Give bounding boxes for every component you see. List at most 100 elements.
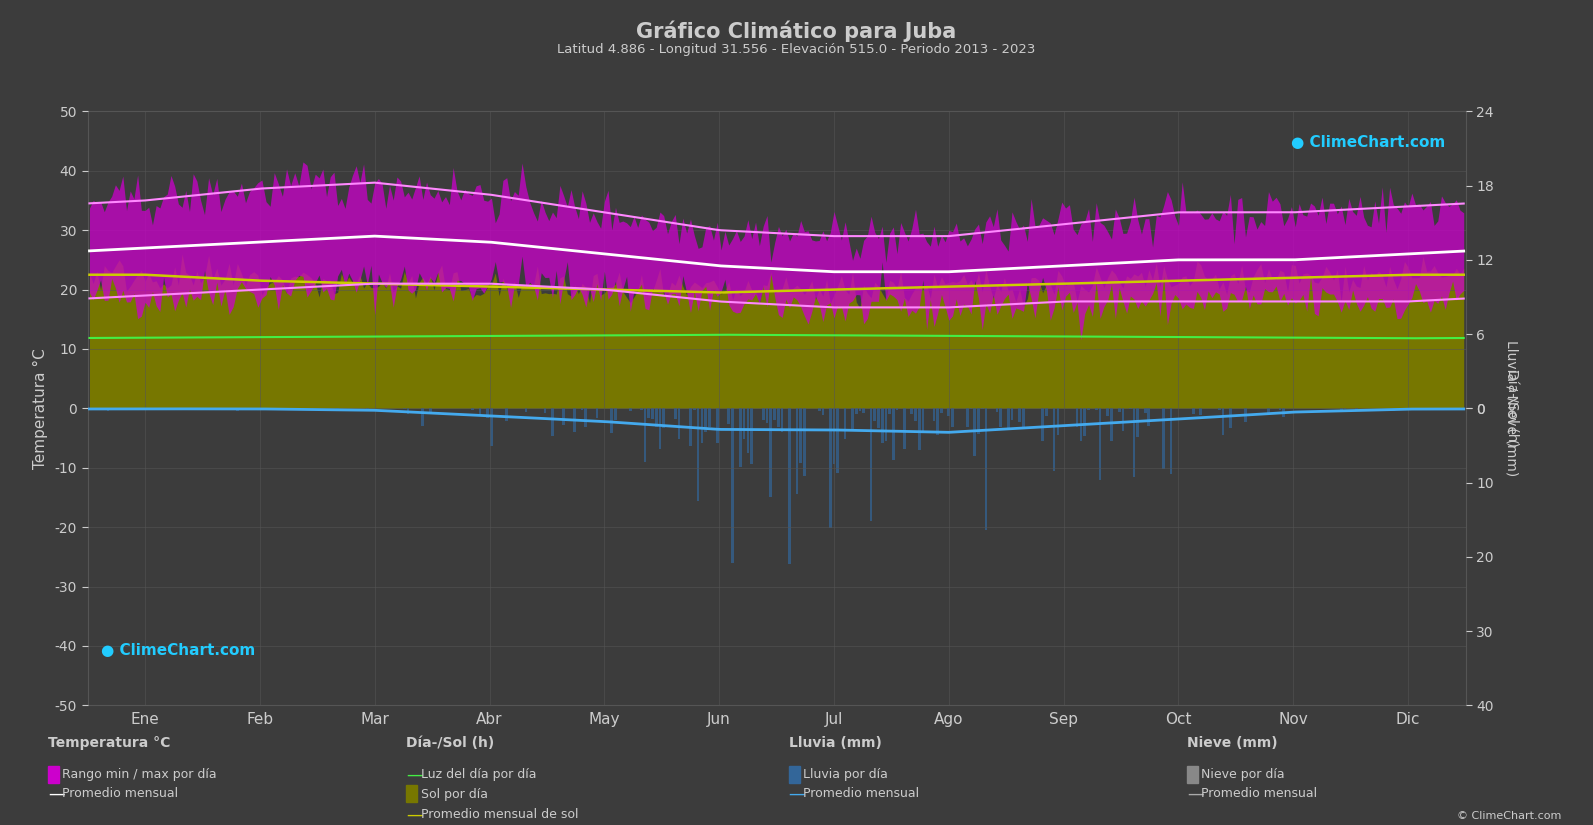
Bar — [1136, 408, 1139, 437]
Y-axis label: Día-/Sol (h): Día-/Sol (h) — [1505, 370, 1518, 447]
Text: —: — — [1187, 785, 1203, 803]
Bar — [1356, 408, 1357, 410]
Bar — [674, 408, 677, 419]
Bar — [1023, 408, 1024, 427]
Bar — [836, 408, 840, 473]
Bar — [932, 408, 935, 422]
Bar — [892, 408, 895, 460]
Bar — [655, 408, 658, 427]
Bar — [596, 408, 599, 418]
Bar — [777, 408, 781, 427]
Text: Lluvia (mm): Lluvia (mm) — [789, 736, 881, 750]
Text: Nieve por día: Nieve por día — [1201, 768, 1284, 781]
Bar — [761, 408, 765, 420]
Bar — [1219, 408, 1220, 410]
Bar — [859, 408, 862, 411]
Bar — [940, 408, 943, 413]
Bar — [647, 408, 650, 418]
Bar — [336, 408, 339, 410]
Bar — [728, 408, 730, 425]
Bar — [677, 408, 680, 439]
Bar — [1192, 408, 1195, 414]
Bar — [1279, 408, 1281, 409]
Bar — [1343, 408, 1346, 409]
Bar — [965, 408, 969, 427]
Bar — [795, 408, 798, 494]
Bar — [1083, 408, 1086, 436]
Bar — [911, 408, 913, 413]
Bar — [524, 408, 527, 412]
Bar — [742, 408, 746, 440]
Bar — [951, 408, 954, 427]
Bar — [789, 408, 790, 563]
Bar — [731, 408, 734, 563]
Bar — [803, 408, 806, 476]
Text: Promedio mensual de sol: Promedio mensual de sol — [421, 808, 578, 821]
Bar — [855, 408, 857, 413]
Bar — [973, 408, 977, 456]
Text: Promedio mensual: Promedio mensual — [1201, 787, 1317, 800]
Bar — [918, 408, 921, 450]
Bar — [996, 408, 999, 412]
Bar — [1110, 408, 1114, 441]
Bar — [640, 408, 642, 410]
Bar — [696, 408, 699, 502]
Bar — [773, 408, 776, 420]
Bar — [1010, 408, 1013, 420]
Text: Promedio mensual: Promedio mensual — [62, 787, 178, 800]
Bar — [1118, 408, 1120, 412]
Text: Lluvia por día: Lluvia por día — [803, 768, 887, 781]
Bar — [543, 408, 546, 412]
Bar — [491, 408, 492, 446]
Bar — [366, 408, 368, 409]
Bar — [1099, 408, 1101, 480]
Bar — [472, 408, 473, 410]
Bar — [478, 408, 481, 416]
Bar — [739, 408, 742, 467]
Text: —: — — [48, 785, 64, 803]
Bar — [822, 408, 824, 414]
Bar — [1169, 408, 1172, 474]
Bar — [851, 408, 854, 431]
Bar — [1266, 408, 1270, 415]
Bar — [1075, 408, 1078, 427]
Bar — [199, 408, 202, 410]
Bar — [937, 408, 940, 435]
Bar — [870, 408, 873, 521]
Bar — [1222, 408, 1225, 435]
Bar — [704, 408, 707, 431]
Bar — [1086, 408, 1090, 411]
Bar — [781, 408, 784, 431]
Bar — [613, 408, 616, 420]
Bar — [107, 408, 110, 411]
Bar — [573, 408, 577, 431]
Bar — [228, 408, 231, 409]
Bar — [747, 408, 749, 453]
Text: Latitud 4.886 - Longitud 31.556 - Elevación 515.0 - Periodo 2013 - 2023: Latitud 4.886 - Longitud 31.556 - Elevac… — [558, 43, 1035, 56]
Bar — [1228, 408, 1231, 427]
Bar — [1007, 408, 1010, 429]
Bar — [873, 408, 876, 421]
Text: ● ClimeChart.com: ● ClimeChart.com — [1290, 135, 1445, 150]
Bar — [709, 408, 710, 427]
Bar — [833, 408, 835, 464]
Bar — [914, 408, 918, 421]
Bar — [884, 408, 887, 441]
Bar — [585, 408, 588, 427]
Bar — [828, 408, 832, 528]
Bar — [862, 408, 865, 413]
Text: Sol por día: Sol por día — [421, 788, 487, 801]
Bar — [889, 408, 890, 414]
Bar — [1045, 408, 1048, 417]
Bar — [1244, 408, 1247, 422]
Bar — [817, 408, 820, 411]
Bar — [750, 408, 753, 464]
Bar — [1133, 408, 1136, 477]
Bar — [1147, 408, 1150, 427]
Bar — [977, 408, 980, 434]
Bar — [1163, 408, 1164, 469]
Bar — [406, 408, 409, 414]
Text: © ClimeChart.com: © ClimeChart.com — [1456, 811, 1561, 821]
Bar — [881, 408, 884, 443]
Bar — [1121, 408, 1125, 431]
